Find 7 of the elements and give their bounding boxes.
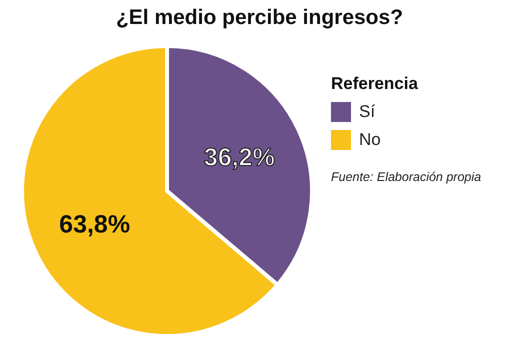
data-label: 63,8% [59,210,130,238]
chart-title: ¿El medio percibe ingresos? [114,6,404,30]
data-label: 36,2% [204,144,275,172]
source-note: Fuente: Elaboración propia [331,170,482,184]
legend-label: Sí [359,102,376,122]
legend-title: Referencia [331,74,418,94]
legend-label: No [359,130,381,150]
